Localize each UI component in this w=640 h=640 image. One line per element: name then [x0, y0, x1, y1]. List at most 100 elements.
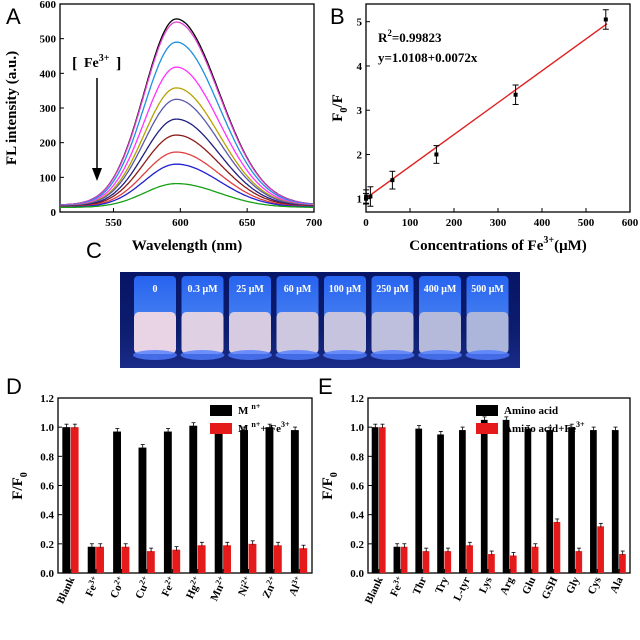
- bar: [619, 554, 626, 573]
- y-tick-label: 3: [357, 105, 363, 117]
- fit-line: [365, 23, 608, 199]
- x-tick-label: Co2+: [106, 574, 128, 600]
- vial-base-glow: [228, 350, 272, 360]
- y-tick-label: 0.0: [350, 568, 364, 580]
- x-tick-label: 500: [578, 217, 595, 229]
- y-tick-label: 1.2: [40, 393, 54, 405]
- bar: [553, 521, 561, 573]
- panel-label-b: B: [330, 4, 345, 29]
- spectrum-line: [60, 87, 314, 207]
- bar: [611, 430, 619, 573]
- bar: [121, 546, 130, 573]
- fe3-annotation-bracket-left: [: [72, 55, 77, 72]
- legend-label-amino-fe3: Amino acid+Fe3+: [504, 420, 585, 435]
- bar: [96, 546, 104, 573]
- bar: [546, 430, 554, 573]
- x-tick-label: Fe3+: [82, 574, 103, 599]
- y-tick-label: 400: [40, 68, 57, 80]
- panel-label-c: C: [86, 238, 102, 263]
- bar: [87, 546, 96, 573]
- bar: [393, 546, 401, 573]
- y-tick-label: 1.0: [40, 422, 54, 434]
- fe3-annotation: [ Fe3+ ]: [72, 53, 121, 181]
- x-tick-label: Mn2+: [207, 574, 230, 603]
- x-tick-label: Fe2+: [158, 574, 179, 599]
- bar: [531, 546, 539, 573]
- x-tick-label: Cys: [586, 575, 605, 597]
- bar: [480, 419, 488, 573]
- bar: [299, 548, 308, 573]
- panel-a-curves: [60, 18, 314, 209]
- y-tick-label: 1: [357, 194, 363, 206]
- y-tick-label: 0.6: [350, 481, 364, 493]
- bar: [240, 430, 248, 573]
- y-tick-label: 0.8: [350, 451, 364, 463]
- x-tick-label: 650: [239, 217, 256, 229]
- vial: 25 μM: [228, 276, 272, 360]
- panel-b-y-axis-label: F0/F: [330, 94, 350, 122]
- bar: [488, 554, 495, 573]
- data-point: [434, 152, 439, 157]
- x-tick-label: Arg: [498, 575, 517, 597]
- x-tick-label: 600: [172, 217, 189, 229]
- x-tick-label: 200: [446, 217, 463, 229]
- spectrum-line: [60, 66, 314, 207]
- bar: [172, 549, 181, 573]
- vial: 400 μM: [418, 276, 462, 360]
- x-tick-label: Hg2+: [182, 574, 204, 601]
- panel-label-e: E: [318, 374, 333, 399]
- vial-cap-region: [419, 276, 461, 318]
- bar: [524, 428, 532, 573]
- vial-cap-region: [276, 276, 319, 318]
- legend-swatch-amino: [476, 405, 498, 416]
- y-tick-label: 0.4: [40, 510, 54, 522]
- y-tick-label: 0.6: [40, 481, 54, 493]
- y-tick-label: 5: [357, 17, 363, 29]
- bar: [575, 551, 583, 573]
- bar: [248, 543, 257, 573]
- y-tick-label: 100: [40, 172, 57, 184]
- bar: [290, 430, 299, 573]
- legend-label-amino: Amino acid: [504, 405, 558, 417]
- vial-label: 400 μM: [424, 284, 457, 295]
- x-tick-label: 700: [306, 217, 323, 229]
- y-tick-label: 200: [40, 138, 57, 150]
- vial-label: 250 μM: [376, 284, 409, 295]
- panel-c-vial-photo: 0 0.3 μM 25 μM 60 μM 100 μM 250 μM 400 μM 500 μ…: [120, 272, 520, 368]
- panel-b-x-axis-label: Concentrations of Fe3+(μM): [409, 235, 587, 254]
- spectrum-line: [60, 134, 314, 208]
- bar: [146, 551, 155, 573]
- x-tick-label: 600: [622, 217, 639, 229]
- bar: [62, 427, 71, 573]
- bar: [273, 545, 282, 573]
- legend-swatch-metal: [210, 405, 232, 416]
- panel-e-bars: [371, 416, 626, 573]
- bar: [371, 427, 379, 573]
- bar: [444, 551, 452, 573]
- panel-b-plot: [363, 9, 609, 207]
- vial-solution: [276, 312, 319, 354]
- bar: [163, 431, 172, 573]
- vial: 0.3 μM: [180, 276, 225, 360]
- x-tick-label: 0: [363, 217, 369, 229]
- data-point: [368, 194, 373, 199]
- x-tick-label: Cu2+: [131, 574, 153, 601]
- vial-label: 60 μM: [284, 284, 312, 295]
- bar: [597, 526, 604, 573]
- legend-swatch-metal-fe3: [210, 423, 232, 434]
- fe3-annotation-bracket-right: ]: [116, 55, 121, 72]
- y-tick-label: 0.0: [40, 568, 54, 580]
- y-tick-label: 0: [51, 207, 57, 219]
- panel-e-amino-acid-selectivity: Blank Fe3+ Thr Try L-tyr Lys Arg Glu GSH Gly Cys Al…: [320, 393, 631, 606]
- bar: [265, 427, 274, 573]
- bar: [590, 430, 597, 573]
- vial-base-glow: [180, 350, 225, 360]
- data-point: [390, 178, 395, 183]
- y-tick-label: 1.2: [350, 393, 364, 405]
- panel-e-y-axis-label: F/F0: [320, 472, 340, 500]
- panel-e-legend: Amino acid Amino acid+Fe3+: [476, 405, 585, 435]
- x-tick-label: Gly: [564, 575, 582, 596]
- fe3-annotation-text: Fe3+: [84, 53, 110, 71]
